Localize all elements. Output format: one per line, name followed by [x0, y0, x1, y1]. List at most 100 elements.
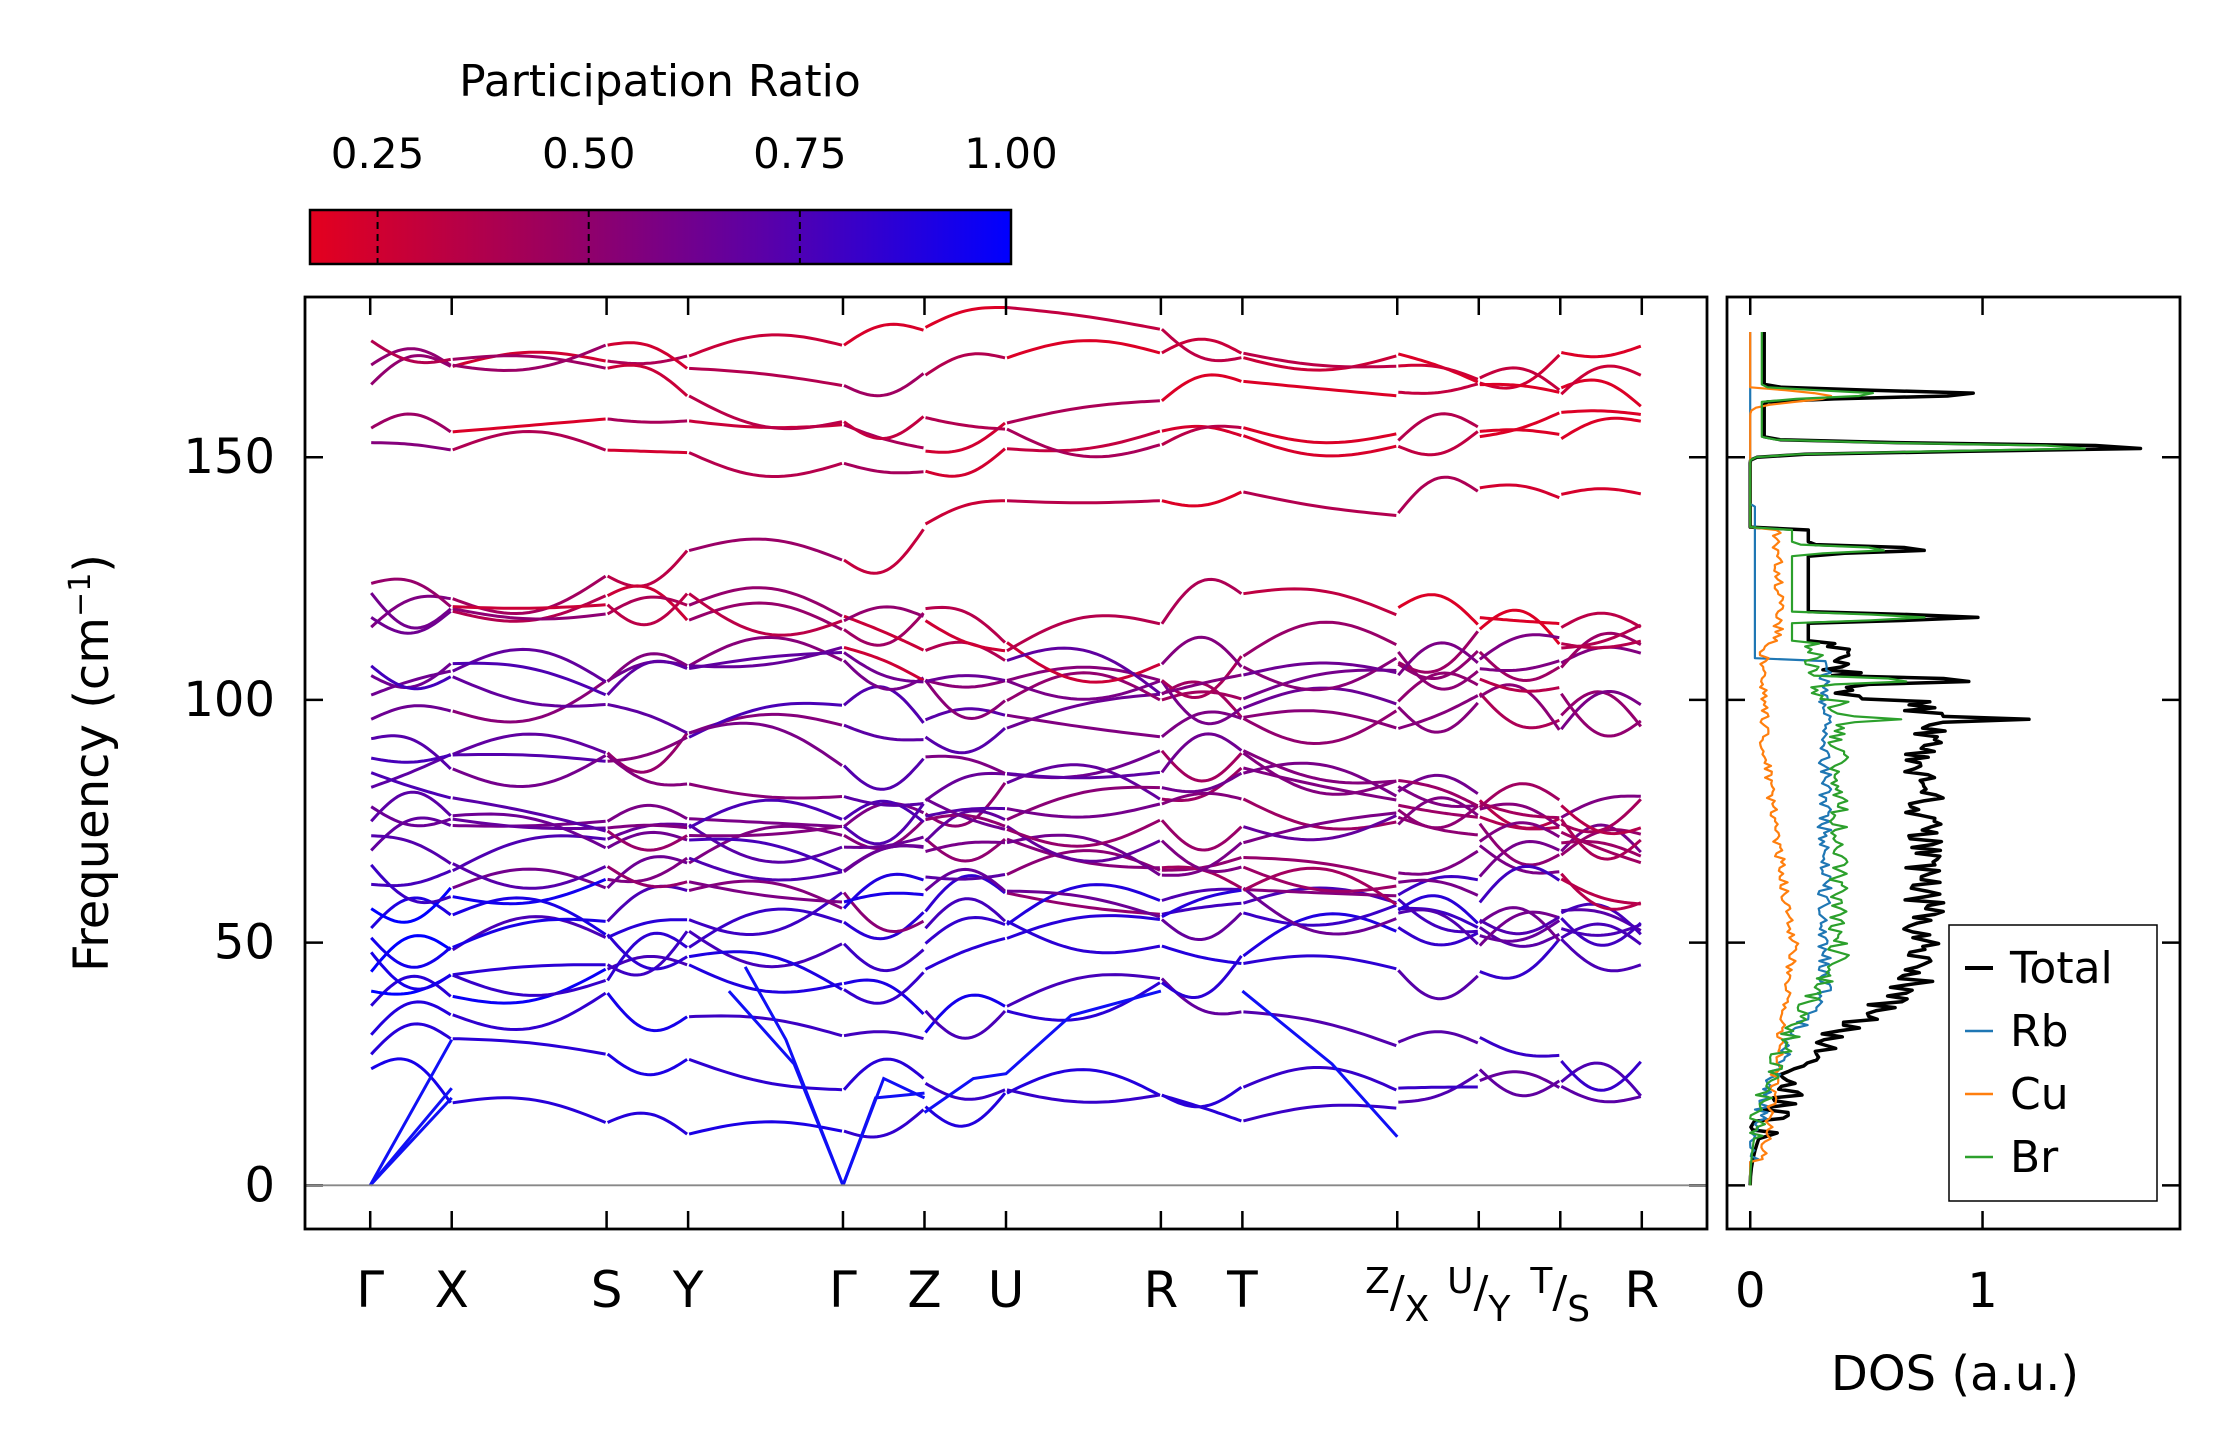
phonon-band — [1398, 363, 1479, 381]
phonon-band — [452, 1037, 606, 1056]
legend-label: Total — [2009, 943, 2113, 994]
phonon-band — [370, 886, 452, 924]
phonon-band — [1243, 351, 1397, 369]
phonon-band — [1242, 656, 1398, 692]
phonon-band — [452, 675, 606, 708]
y-tick-label: 100 — [183, 672, 275, 728]
phonon-band — [688, 451, 843, 478]
phonon-band — [1243, 856, 1397, 881]
phonon-band — [370, 664, 452, 691]
phonon-band — [452, 817, 606, 830]
phonon-band — [1160, 577, 1243, 625]
phonon-band — [370, 805, 452, 828]
phonon-band — [1243, 1010, 1397, 1048]
phonon-band — [606, 549, 689, 588]
phonon-band — [1161, 424, 1242, 438]
phonon-band — [924, 306, 1005, 329]
legend-label: Rb — [2010, 1006, 2069, 1057]
phonon-band — [370, 1000, 452, 1036]
phonon-band — [1479, 1036, 1560, 1058]
phonon-band — [1160, 635, 1243, 668]
phonon-band — [1478, 650, 1561, 683]
phonon-band — [843, 971, 925, 1005]
phonon-band — [688, 394, 843, 431]
phonon-band — [1006, 499, 1160, 505]
phonon-band — [1479, 677, 1560, 693]
phonon-band — [452, 973, 607, 997]
phonon-band — [1397, 894, 1479, 925]
phonon-band — [606, 992, 688, 1033]
phonon-band — [1398, 382, 1479, 395]
phonon-band — [606, 1111, 688, 1136]
colorbar-tick-label: 0.75 — [753, 129, 847, 178]
phonon-band — [606, 955, 688, 971]
phonon-band — [607, 703, 688, 735]
phonon-band — [1397, 701, 1479, 734]
phonon-band — [1561, 639, 1642, 650]
phonon-band — [689, 837, 843, 873]
phonon-band — [1161, 791, 1242, 806]
phonon-band — [606, 884, 688, 923]
phonon-band — [1397, 430, 1479, 457]
phonon-band — [843, 651, 924, 684]
phonon-band — [925, 806, 1006, 818]
phonon-band — [1006, 919, 1161, 955]
phonon-band — [1397, 694, 1479, 730]
phonon-band — [1243, 811, 1397, 845]
phonon-band — [1478, 1068, 1561, 1098]
phonon-band — [924, 1092, 1007, 1128]
phonon-band — [1243, 587, 1397, 617]
dos-plot: 0 1 DOS (a.u.) Total Rb Cu Br — [1725, 295, 2182, 1402]
phonon-band — [1398, 849, 1479, 876]
phonon-band — [1242, 751, 1397, 796]
phonon-band — [370, 592, 452, 630]
phonon-band — [688, 963, 843, 994]
phonon-band — [842, 1057, 925, 1091]
phonon-band — [606, 659, 688, 696]
phonon-band — [1006, 818, 1161, 848]
phonon-band — [924, 640, 1006, 662]
phonon-band — [1006, 981, 1161, 1022]
phonon-band — [1006, 891, 1161, 916]
phonon-band — [370, 734, 452, 770]
phonon-band — [1560, 818, 1642, 861]
phonon-band — [1160, 710, 1242, 738]
phonon-band — [688, 782, 843, 800]
phonon-band — [924, 352, 1006, 377]
phonon-band — [1560, 692, 1642, 738]
phonon-band — [924, 867, 1006, 893]
band-plot-frame — [303, 295, 1709, 1231]
x-tick-label: U/Y — [1447, 1261, 1511, 1330]
phonon-band — [1006, 399, 1160, 425]
phonon-band — [688, 907, 843, 949]
colorbar-tick-label: 0.50 — [542, 129, 636, 178]
phonon-band — [1161, 490, 1243, 508]
phonon-band — [452, 896, 607, 936]
phonon-band — [843, 322, 924, 347]
phonon-band — [924, 619, 1006, 653]
colorbar-tick-label: 0.25 — [331, 129, 425, 178]
phonon-band — [370, 771, 452, 800]
phonon-band — [370, 1022, 452, 1056]
phonon-band — [843, 461, 924, 475]
phonon-band — [1397, 969, 1479, 1001]
phonon-band — [843, 891, 924, 904]
phonon-band — [1560, 487, 1642, 496]
phonon-band — [606, 595, 688, 616]
phonon-band — [1397, 671, 1479, 703]
y-tick-label: 0 — [244, 1157, 275, 1213]
phonon-band — [925, 416, 1006, 431]
phonon-band — [843, 528, 925, 575]
acoustic-branch — [841, 1091, 925, 1186]
phonon-band — [925, 674, 1006, 683]
phonon-band — [1242, 620, 1397, 658]
phonon-band — [924, 726, 1007, 755]
phonon-band — [1397, 650, 1479, 680]
phonon-band — [843, 1030, 924, 1041]
phonon-band — [924, 1082, 1006, 1101]
phonon-band — [1006, 614, 1161, 653]
phonon-band — [370, 704, 452, 721]
phonon-band — [370, 790, 452, 823]
phonon-band — [1160, 328, 1242, 363]
